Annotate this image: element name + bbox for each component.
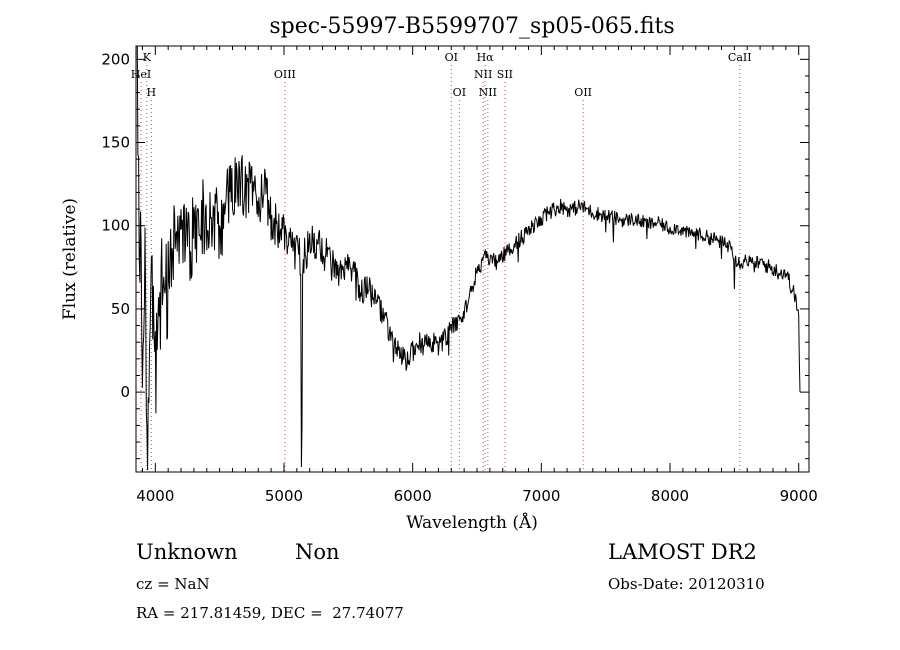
line-label-2: H [147,86,157,99]
spectrum-line [136,45,801,471]
x-tick-label-6000: 6000 [394,487,432,505]
line-label-9: SII [497,68,513,81]
plot-frame [135,45,810,473]
line-label-3: OIII [274,68,296,81]
line-label-11: CaII [728,51,752,64]
line-label-10: OII [574,86,592,99]
line-label-6: Hα [477,51,495,64]
x-tick-label-5000: 5000 [265,487,303,505]
y-axis-label: Flux (relative) [60,198,80,320]
survey-label: LAMOST DR2 [608,540,757,564]
x-axis-ticks: 4000 5000 6000 7000 8000 9000 [136,46,818,505]
line-label-7: NII [474,68,492,81]
y-tick-label-200: 200 [101,50,130,68]
y-tick-label-0: 0 [120,383,130,401]
class-label: Unknown [136,540,238,564]
x-tick-label-7000: 7000 [522,487,560,505]
y-tick-label-50: 50 [111,300,130,318]
y-axis-ticks: 0 50 100 150 200 [101,50,809,460]
line-label-0: K [143,51,152,64]
line-label-1: HeI [131,68,151,81]
x-axis-label: Wavelength (Å) [406,512,538,533]
coordinates: RA = 217.81459, DEC = 27.74077 [136,604,404,622]
x-tick-label-9000: 9000 [780,487,818,505]
x-tick-label-4000: 4000 [136,487,174,505]
line-label-4: OI [445,51,458,64]
line-label-5: OI [453,86,466,99]
obs-date: Obs-Date: 20120310 [608,575,765,593]
chart-title: spec-55997-B5599707_sp05-065.fits [269,14,674,39]
y-tick-label-100: 100 [101,217,130,235]
spectrum-series [136,45,801,471]
subclass-label: Non [295,540,340,564]
y-tick-label-150: 150 [101,134,130,152]
line-label-8: NII [479,86,497,99]
x-tick-label-8000: 8000 [651,487,689,505]
cz-value: cz = NaN [136,575,210,593]
